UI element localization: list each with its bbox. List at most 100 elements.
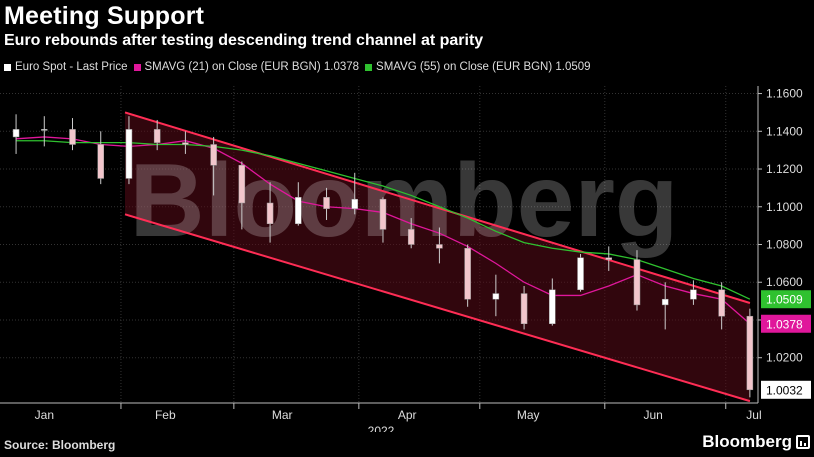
- source-note: Source: Bloomberg: [4, 438, 116, 452]
- bloomberg-logo: Bloomberg: [702, 432, 810, 452]
- candle-body: [12, 129, 20, 138]
- last-price-tag: 1.0032: [761, 380, 811, 399]
- candle-body: [97, 144, 104, 179]
- candle: [41, 116, 48, 147]
- last-price-tag-bg: [761, 380, 811, 399]
- candle: [690, 280, 697, 305]
- candle-body: [210, 144, 217, 166]
- channel-lower-line: [124, 213, 751, 403]
- candle: [661, 282, 669, 330]
- bar-chart-icon: [796, 435, 810, 449]
- candle: [323, 187, 330, 220]
- candle-body: [633, 259, 641, 306]
- legend-label-sma55: SMAVG (55) on Close (EUR BGN) 1.0509: [376, 61, 591, 73]
- candle-body: [125, 129, 133, 179]
- candle: [718, 282, 725, 330]
- candle: [210, 136, 217, 196]
- candle-body: [295, 197, 302, 224]
- y-tick-label: 1.1400: [766, 124, 803, 138]
- candle-body: [266, 202, 274, 224]
- page-subtitle: Euro rebounds after testing descending t…: [4, 32, 484, 49]
- x-tick-label: Jul: [746, 408, 761, 422]
- sma55-value-tag: 1.0509: [761, 290, 811, 309]
- candle-body: [549, 289, 556, 325]
- candle-body: [351, 198, 358, 209]
- x-tick-label: May: [517, 408, 540, 422]
- candle-body: [746, 315, 754, 391]
- candle: [238, 161, 246, 230]
- sma55-line: [16, 140, 751, 300]
- bloomberg-logo-text: Bloomberg: [702, 432, 792, 451]
- candle: [182, 131, 189, 154]
- candle: [351, 172, 358, 215]
- candle: [746, 308, 754, 398]
- legend-swatch-price: [4, 63, 11, 71]
- y-tick-label: 1.0800: [766, 238, 803, 252]
- x-tick-label: Jun: [643, 408, 662, 422]
- candle-body: [69, 129, 76, 145]
- candle: [407, 218, 415, 249]
- candle-body: [41, 129, 48, 131]
- candle: [549, 278, 556, 326]
- y-tick-label: 1.0600: [766, 275, 803, 289]
- legend-label-sma21: SMAVG (21) on Close (EUR BGN) 1.0378: [144, 61, 360, 73]
- sma21-value-tag: 1.0378: [761, 314, 811, 333]
- candle-body: [661, 298, 669, 306]
- x-tick-label: Apr: [398, 408, 417, 422]
- candlestick-chart: Bloomberg 1.1600 1.1400 1.1200 1.1000 1.0800 1…: [0, 86, 811, 432]
- sma21-value-tag-bg: [761, 314, 811, 333]
- candle: [97, 131, 104, 185]
- y-tick-label: 1.1000: [766, 200, 803, 214]
- candle-body: [379, 198, 387, 230]
- y-tick-label: 1.1600: [766, 87, 803, 101]
- candle: [295, 182, 302, 226]
- candle: [577, 253, 584, 292]
- trend-channel-fill: [124, 112, 750, 402]
- candle-body: [238, 165, 246, 204]
- candle-body: [577, 257, 584, 291]
- candle-body: [436, 244, 443, 249]
- y-tick-label: 1.1200: [766, 162, 803, 176]
- candle: [436, 227, 443, 264]
- x-year-label: 2022: [368, 424, 395, 432]
- watermark-text: Bloomberg: [130, 143, 679, 259]
- legend-swatch-sma21: [133, 63, 141, 71]
- x-tick-label: Feb: [155, 408, 176, 422]
- y-axis: 1.16001.14001.12001.10001.08001.06001.04…: [757, 86, 803, 403]
- candle-body: [407, 229, 415, 245]
- candle-body: [718, 289, 725, 317]
- candle-body: [153, 129, 161, 143]
- legend-item-sma55: SMAVG (55) on Close (EUR BGN) 1.0509: [365, 61, 591, 73]
- candle-body: [492, 293, 500, 300]
- candle-body: [182, 142, 189, 145]
- candle: [69, 118, 76, 151]
- candle: [379, 197, 387, 243]
- candle: [125, 116, 133, 185]
- sma21-value-tag-text: 1.0378: [766, 317, 803, 331]
- candle-body: [690, 289, 697, 300]
- legend-item-price: Euro Spot - Last Price: [4, 61, 128, 73]
- candle: [633, 250, 641, 311]
- candle-body: [520, 293, 528, 324]
- last-price-tag-text: 1.0032: [766, 383, 803, 397]
- x-axis: Jan Feb Mar Apr May Jun Jul 2022: [0, 402, 762, 432]
- channel-upper-line: [124, 111, 751, 304]
- candle-body: [464, 248, 471, 300]
- legend-swatch-sma55: [365, 63, 373, 71]
- legend-label-price: Euro Spot - Last Price: [15, 61, 128, 73]
- candle-body: [605, 257, 613, 260]
- candle: [492, 274, 500, 317]
- candle: [464, 244, 471, 307]
- y-tick-label: 1.0200: [766, 351, 803, 365]
- x-tick-label: Jan: [35, 408, 54, 422]
- candle: [605, 246, 613, 271]
- candle: [153, 119, 161, 151]
- legend-item-sma21: SMAVG (21) on Close (EUR BGN) 1.0378: [133, 61, 360, 73]
- candle: [520, 286, 528, 330]
- candle-body: [323, 197, 330, 209]
- candles: [12, 114, 754, 398]
- page-title: Meeting Support: [4, 2, 205, 30]
- chart-legend: Euro Spot - Last Price SMAVG (21) on Clo…: [4, 61, 597, 73]
- sma55-value-tag-bg: [761, 290, 811, 309]
- candle: [12, 114, 20, 154]
